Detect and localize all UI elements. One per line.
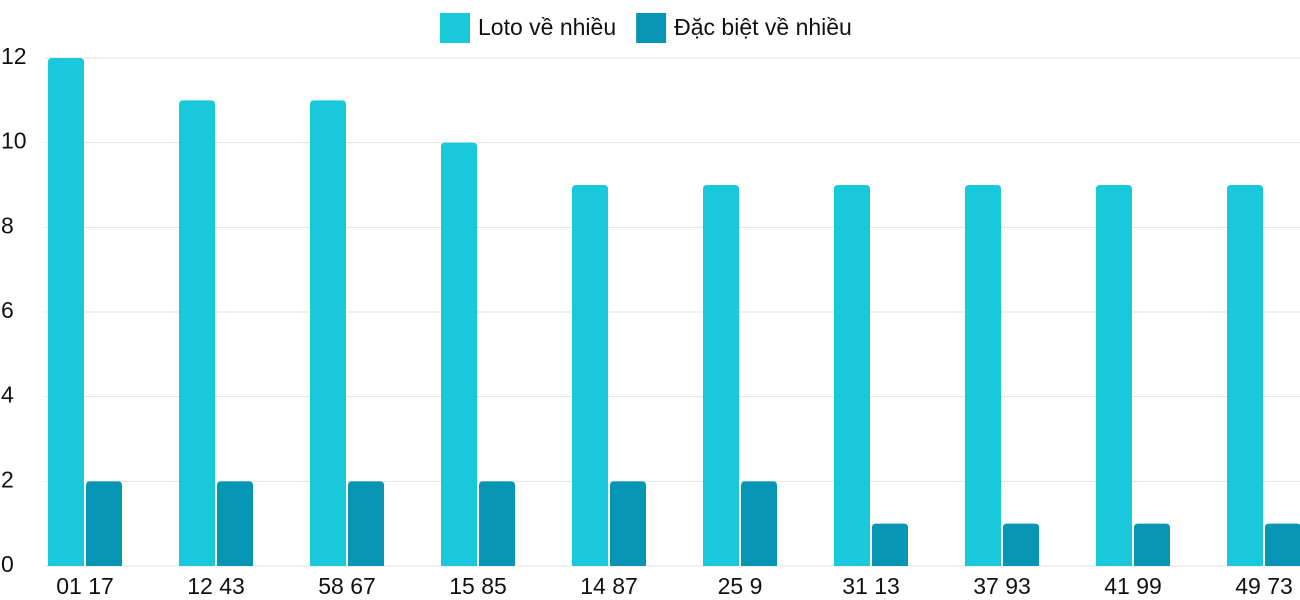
bar [310, 100, 346, 566]
legend-swatch [440, 13, 470, 43]
bar [610, 481, 646, 566]
y-tick-label: 10 [1, 128, 27, 154]
x-tick-label: 58 67 [318, 573, 376, 599]
x-tick-label: 01 17 [56, 573, 114, 599]
x-tick-label: 31 13 [842, 573, 900, 599]
x-tick-label: 15 85 [449, 573, 507, 599]
bar [1265, 523, 1300, 566]
bar [834, 185, 870, 566]
x-tick-label: 41 99 [1104, 573, 1162, 599]
x-tick-label: 12 43 [187, 573, 245, 599]
bar [217, 481, 253, 566]
y-tick-label: 6 [1, 297, 14, 323]
bar [48, 58, 84, 566]
bar [741, 481, 777, 566]
y-tick-label: 8 [1, 212, 14, 238]
bar [86, 481, 122, 566]
y-tick-label: 2 [1, 466, 14, 492]
x-tick-label: 49 73 [1235, 573, 1293, 599]
legend-label: Đặc biệt về nhiều [674, 14, 852, 40]
bar [572, 185, 608, 566]
bar [1134, 523, 1170, 566]
bar [703, 185, 739, 566]
bar [1227, 185, 1263, 566]
legend-label: Loto về nhiều [478, 14, 616, 40]
y-tick-label: 0 [1, 551, 14, 577]
x-tick-label: 37 93 [973, 573, 1031, 599]
legend-swatch [636, 13, 667, 43]
bar [441, 142, 477, 566]
y-tick-label: 4 [1, 382, 14, 408]
bar [479, 481, 515, 566]
bar [1003, 523, 1039, 566]
x-tick-label: 25 9 [718, 573, 763, 599]
x-tick-label: 14 87 [580, 573, 638, 599]
bar [179, 100, 215, 566]
bar [1096, 185, 1132, 566]
y-tick-label: 12 [1, 43, 27, 69]
bar [348, 481, 384, 566]
bar [965, 185, 1001, 566]
bar [872, 523, 908, 566]
